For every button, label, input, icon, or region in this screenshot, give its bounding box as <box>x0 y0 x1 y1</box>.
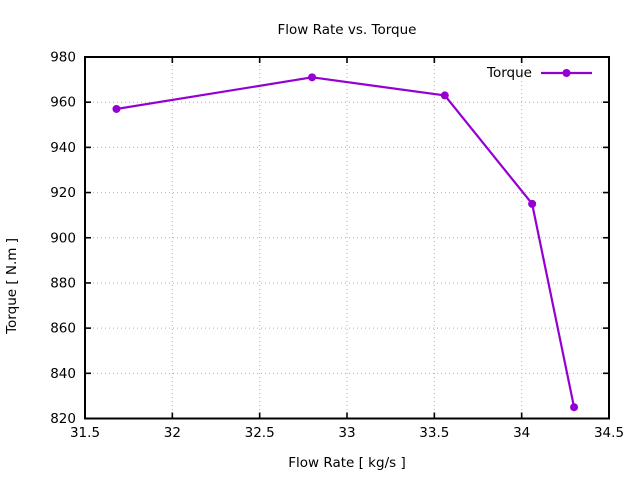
x-tick-label: 33 <box>338 425 355 441</box>
chart-title: Flow Rate vs. Torque <box>277 22 417 38</box>
legend: Torque <box>400 65 532 81</box>
data-point <box>570 403 579 412</box>
x-tick-label: 32.5 <box>245 425 275 441</box>
x-tick-label: 32 <box>164 425 181 441</box>
x-axis-label: Flow Rate [ kg/s ] <box>288 455 406 471</box>
y-tick-label: 880 <box>50 275 76 291</box>
data-point <box>112 104 121 113</box>
x-tick-label: 34 <box>513 425 530 441</box>
x-tick-label: 33.5 <box>419 425 449 441</box>
data-point <box>308 73 317 82</box>
y-tick-label: 960 <box>50 95 76 111</box>
legend-label: Torque <box>487 64 532 81</box>
y-tick-label: 840 <box>50 366 76 382</box>
y-axis-label-text: Torque [ N.m ] <box>4 238 20 334</box>
torque-line <box>115 76 576 409</box>
y-tick-label: 980 <box>50 50 76 66</box>
y-tick-label: 940 <box>50 140 76 156</box>
y-tick-label: 920 <box>50 185 76 201</box>
y-tick-label: 860 <box>50 321 76 337</box>
plot-border <box>84 56 610 420</box>
y-tick-label: 900 <box>50 230 76 246</box>
data-point <box>528 199 537 208</box>
legend-marker-sample <box>562 69 571 77</box>
x-tick-label: 31.5 <box>70 425 100 441</box>
x-tick-label: 34.5 <box>594 425 624 441</box>
y-tick-label: 820 <box>50 411 76 427</box>
data-point <box>440 91 449 100</box>
